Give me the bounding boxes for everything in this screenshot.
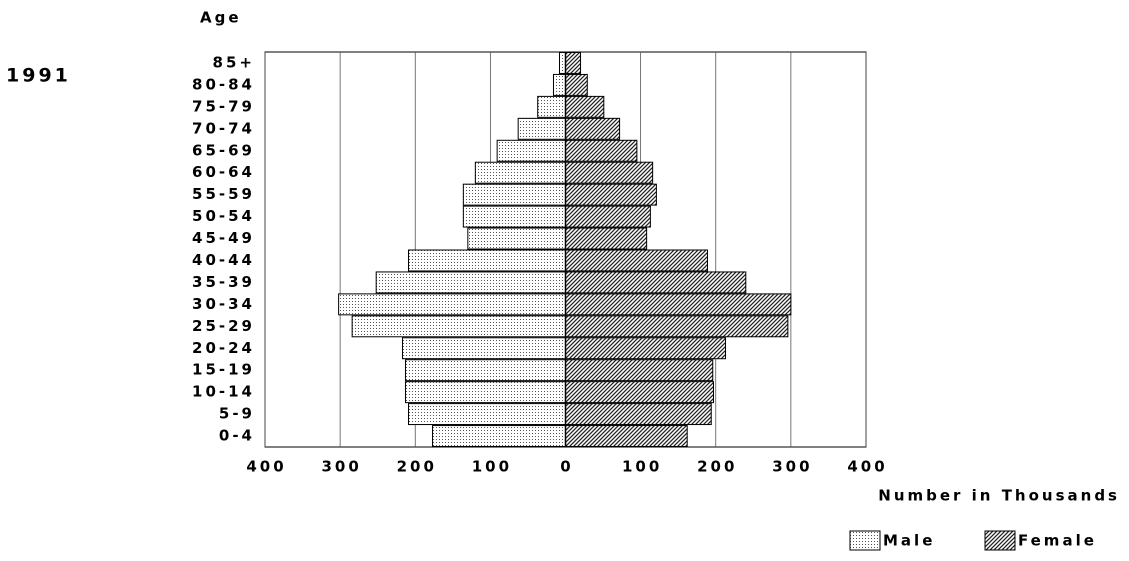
bar [565, 337, 727, 360]
y-tick-label: 15-19 [192, 361, 255, 379]
y-tick-label: 25-29 [192, 317, 255, 335]
x-tick-label: 0 [560, 458, 573, 476]
bar [404, 359, 567, 382]
bar [517, 117, 567, 140]
bar [565, 161, 654, 184]
y-tick-label: 60-64 [192, 163, 255, 181]
legend-swatch [984, 530, 1016, 551]
y-tick-label: 5-9 [219, 405, 255, 423]
y-tick-label: 70-74 [192, 119, 255, 137]
bar [565, 425, 688, 447]
x-tick-label: 400 [246, 458, 286, 476]
bar [565, 183, 657, 206]
bar [375, 271, 566, 294]
bar [467, 227, 566, 250]
y-tick-label: 35-39 [192, 273, 255, 291]
x-tick-label: 300 [321, 458, 361, 476]
bar [404, 381, 567, 404]
bar [558, 52, 566, 74]
x-tick-label: 400 [847, 458, 887, 476]
bar [432, 425, 566, 447]
bar [401, 337, 567, 360]
y-tick-label: 20-24 [192, 339, 255, 357]
x-tick-label: 300 [772, 458, 812, 476]
y-tick-label: 50-54 [192, 207, 255, 225]
bar [565, 73, 588, 96]
bar [565, 315, 789, 338]
y-tick-label: 30-34 [192, 295, 255, 313]
y-tick-label: 10-14 [192, 383, 255, 401]
y-tick-label: 40-44 [192, 251, 255, 269]
bar [565, 95, 605, 118]
legend-label: Male [883, 532, 935, 550]
x-axis-label: Number in Thousands [878, 487, 1120, 505]
bar [565, 271, 747, 294]
bar [565, 52, 582, 74]
y-tick-label: 0-4 [219, 427, 255, 445]
bar [462, 183, 566, 206]
bar [496, 139, 567, 162]
bar [537, 95, 566, 118]
y-axis-label: Age [200, 9, 242, 27]
bar [565, 227, 648, 250]
legend-swatch [849, 530, 881, 551]
bar [565, 403, 712, 426]
bar [565, 205, 651, 228]
bar [407, 249, 566, 272]
bar [565, 381, 714, 404]
bar [565, 117, 621, 140]
bar [565, 249, 708, 272]
x-tick-label: 200 [397, 458, 437, 476]
bar [351, 315, 566, 338]
y-tick-label: 65-69 [192, 141, 255, 159]
bar [407, 403, 566, 426]
bar [462, 205, 566, 228]
x-tick-label: 200 [697, 458, 737, 476]
y-tick-label: 85+ [213, 53, 255, 71]
x-tick-label: 100 [622, 458, 662, 476]
y-tick-label: 55-59 [192, 185, 255, 203]
bar [474, 161, 567, 184]
bar [552, 73, 566, 96]
y-tick-label: 45-49 [192, 229, 255, 247]
y-tick-label: 75-79 [192, 97, 255, 115]
bar [565, 359, 714, 382]
bar [565, 139, 638, 162]
y-tick-label: 80-84 [192, 75, 255, 93]
bar [338, 293, 566, 316]
x-tick-label: 100 [472, 458, 512, 476]
legend-label: Female [1018, 532, 1097, 550]
bar [565, 293, 792, 316]
chart-title: 1991 [6, 65, 71, 87]
